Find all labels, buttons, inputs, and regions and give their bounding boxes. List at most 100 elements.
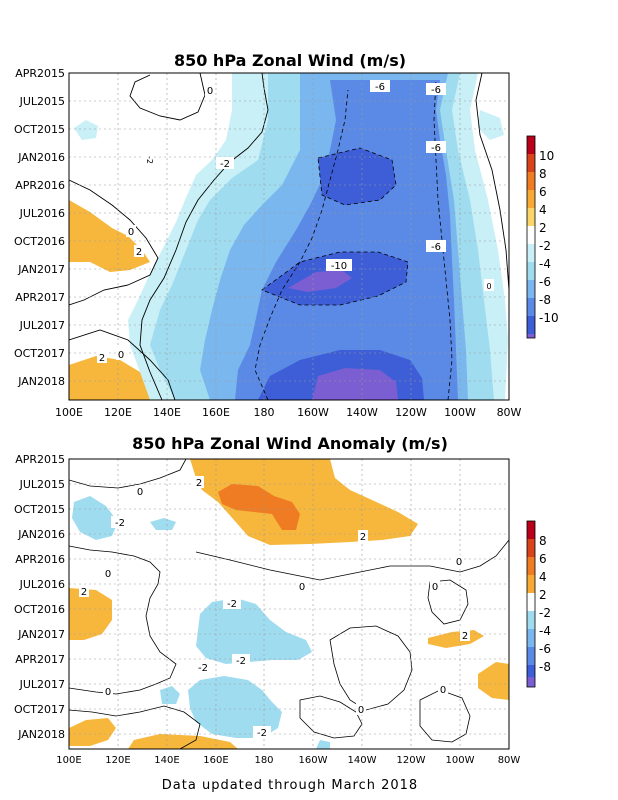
colorbar: 10 8 6 4 2 -2 -4 -6 -8 -10 (526, 135, 559, 339)
contour-label: 2 (196, 478, 202, 489)
contour-label: -2 (220, 159, 230, 170)
band-minus-12 (288, 270, 352, 292)
x-tick-label: 100E (55, 406, 83, 419)
colorbar: 8 6 4 2 -2 -4 -6 -8 (526, 520, 551, 688)
positive-region (478, 662, 509, 700)
contour-label: -6 (431, 242, 441, 253)
contour-label: -2 (227, 599, 237, 610)
x-tick-label: 80W (497, 406, 522, 419)
x-tick-label: 160E (202, 406, 230, 419)
contour-label: 0 (128, 227, 134, 238)
y-tick-label: JUL2017 (19, 678, 65, 691)
x-tick-label: 80W (498, 755, 521, 766)
band-minus-12 (312, 368, 398, 400)
contour-label: -2 (115, 518, 125, 529)
contour-label: -2 (236, 656, 246, 667)
colorbar-label: 6 (539, 552, 547, 566)
positive-region (190, 459, 418, 545)
y-tick-label: APR2016 (15, 179, 65, 192)
colorbar-label: -8 (539, 293, 551, 307)
contour-label: 0 (432, 582, 438, 593)
x-tick-label: 120E (105, 755, 130, 766)
x-tick-label: 120W (395, 406, 427, 419)
colorbar-label: 2 (539, 588, 547, 602)
colorbar-label: -2 (539, 239, 551, 253)
colorbar-label: 8 (539, 534, 547, 548)
y-tick-label: OCT2016 (14, 235, 65, 248)
y-tick-label: APR2015 (15, 67, 65, 80)
contour-label: 0 (486, 282, 491, 291)
y-tick-label: JAN2018 (17, 728, 65, 741)
y-tick-label: JUL2017 (19, 319, 65, 332)
positive-region (69, 356, 170, 400)
x-tick-label: 100W (446, 755, 475, 766)
colorbar-label: 8 (539, 167, 547, 181)
contour-label: -2 (198, 663, 208, 674)
x-tick-label: 140W (346, 406, 378, 419)
y-tick-label: JUL2015 (19, 478, 65, 491)
colorbar-label: -6 (539, 275, 551, 289)
y-tick-label: OCT2016 (14, 603, 65, 616)
colorbar-label: 10 (539, 149, 554, 163)
contour-label: 0 (105, 687, 111, 698)
contour-label: 2 (136, 247, 142, 258)
x-tick-label: 120W (397, 755, 426, 766)
contour-label: -6 (431, 85, 441, 96)
colorbar-label: 4 (539, 203, 547, 217)
x-tick-label: 100W (444, 406, 476, 419)
y-tick-label: APR2016 (15, 553, 65, 566)
x-tick-label: 180 (254, 755, 273, 766)
dashed-contour (317, 147, 397, 206)
positive-region (128, 734, 238, 749)
y-tick-label: OCT2017 (14, 347, 65, 360)
x-axis: 100E 120E 140E 160E 180 160W 140W 120W 1… (56, 755, 520, 766)
contour-label: 2 (99, 353, 105, 364)
plot-frame (68, 72, 510, 401)
positive-region (69, 588, 112, 640)
x-tick-label: 120E (104, 406, 132, 419)
chart-title: 850 hPa Zonal Wind Anomaly (m/s) (132, 434, 448, 453)
y-tick-label: JAN2016 (17, 528, 65, 541)
negative-region (150, 518, 176, 530)
y-tick-label: JAN2017 (17, 263, 65, 276)
y-tick-label: JAN2018 (17, 375, 65, 388)
y-axis: APR2015 JUL2015 OCT2015 JAN2016 APR2016 … (14, 453, 65, 741)
positive-region (69, 718, 116, 746)
band-minus-10 (318, 148, 396, 205)
contour-label: -6 (375, 82, 385, 93)
x-tick-label: 160W (299, 755, 328, 766)
x-tick-label: 160E (203, 755, 228, 766)
chart-title: 850 hPa Zonal Wind (m/s) (174, 51, 406, 70)
contour-label: 2 (360, 532, 366, 543)
colorbar-label: -2 (539, 606, 551, 620)
zero-contour (475, 73, 509, 291)
contour-label: -2 (257, 728, 267, 739)
grid-lines (69, 459, 509, 749)
x-tick-label: 140E (153, 406, 181, 419)
contour-label: 0 (105, 569, 111, 580)
small-easterly-patch (74, 120, 98, 140)
negative-region (188, 676, 282, 738)
positive-region (69, 200, 150, 272)
small-easterly-patch (478, 110, 504, 140)
dashed-contour (261, 251, 409, 306)
contour-label: 0 (358, 705, 364, 716)
contour-label: -6 (431, 143, 441, 154)
colorbar-label: 4 (539, 570, 547, 584)
colorbar-label: -4 (539, 257, 551, 271)
contour-label: 0 (137, 487, 143, 498)
plot-area: 0 -2 -2 0 2 2 0 -6 -6 -6 -6 -10 0 (69, 73, 509, 400)
dashed-contour (254, 89, 349, 400)
negative-region (160, 686, 180, 704)
plot-area: 2 0 -2 2 0 0 2 -2 0 -2 -2 0 0 -2 2 0 0 -… (69, 459, 509, 749)
negative-region (72, 496, 118, 540)
negative-region (196, 598, 312, 664)
positive-region-strong (218, 484, 300, 530)
x-axis: 100E 120E 140E 160E 180 160W 140W 120W 1… (55, 406, 522, 419)
y-tick-label: OCT2015 (14, 503, 65, 516)
contour-label: -2 (145, 156, 154, 164)
contour-label: 0 (207, 86, 213, 97)
x-tick-label: 160W (297, 406, 329, 419)
x-tick-label: 180 (254, 406, 275, 419)
